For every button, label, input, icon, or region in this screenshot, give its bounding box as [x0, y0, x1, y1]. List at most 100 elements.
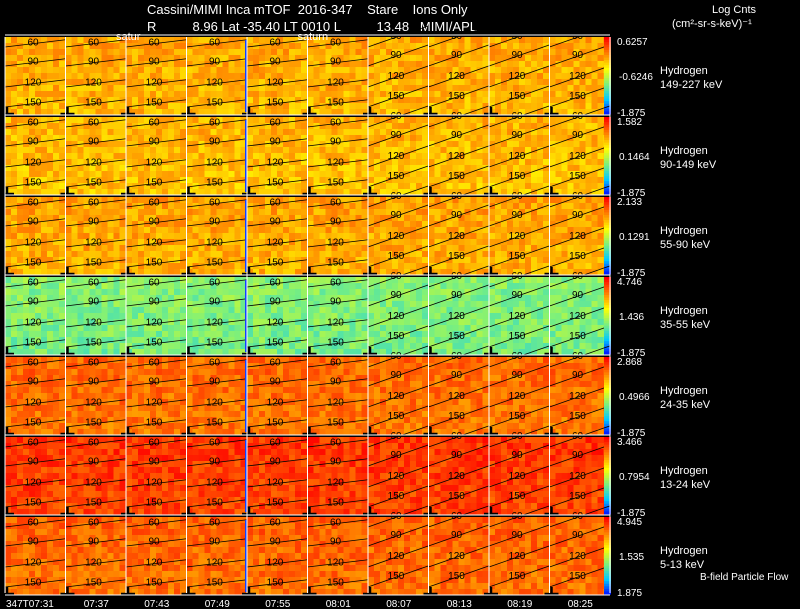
heatmap-cell [368, 135, 375, 142]
heatmap-cell [519, 147, 526, 154]
heatmap-cell [313, 73, 320, 80]
heatmap-cell [519, 49, 526, 56]
heatmap-cell [41, 251, 48, 258]
heatmap-cell [204, 263, 211, 270]
heatmap-cell [513, 197, 520, 204]
heatmap-cell [174, 319, 181, 326]
heatmap-cell [5, 177, 12, 184]
heatmap-cell [368, 79, 375, 86]
heatmap-cell [65, 331, 72, 338]
heatmap-cell [531, 183, 538, 190]
heatmap-cell [77, 97, 84, 104]
heatmap-cell [180, 109, 187, 116]
heatmap-cell [337, 49, 344, 56]
heatmap-cell [29, 313, 36, 320]
heatmap-cell [228, 295, 235, 302]
heatmap-cell [247, 159, 254, 166]
heatmap-cell [253, 141, 260, 148]
heatmap-cell [313, 147, 320, 154]
heatmap-cell [585, 269, 592, 276]
heatmap-cell [368, 67, 375, 74]
heatmap-cell [543, 209, 550, 216]
heatmap-cell [470, 263, 477, 270]
heatmap-cell [198, 129, 205, 136]
heatmap-cell [452, 159, 459, 166]
heatmap-cell [313, 269, 320, 276]
contour-label: 90 [511, 210, 523, 221]
heatmap-cell [313, 209, 320, 216]
heatmap-cell [5, 171, 12, 178]
heatmap-cell [222, 189, 229, 196]
heatmap-cell [265, 91, 272, 98]
heatmap-cell [47, 171, 54, 178]
heatmap-cell [247, 239, 254, 246]
heatmap-cell [543, 67, 550, 74]
heatmap-cell [374, 123, 381, 130]
heatmap-cell [174, 79, 181, 86]
heatmap-cell [186, 257, 193, 264]
heatmap-cell [495, 177, 502, 184]
heatmap-cell [101, 85, 108, 92]
contour-line [65, 259, 127, 268]
heatmap-cell [307, 61, 314, 68]
heatmap-cell [434, 233, 441, 240]
heatmap-cell [591, 103, 598, 110]
heatmap-cell [198, 43, 205, 50]
heatmap-cell [567, 67, 574, 74]
heatmap-cell [204, 337, 211, 344]
heatmap-cell [470, 73, 477, 80]
heatmap-cell [41, 349, 48, 356]
heatmap-cell [440, 91, 447, 98]
heatmap-cell [259, 117, 266, 124]
heatmap-cell [216, 277, 223, 284]
heatmap-cell [307, 233, 314, 240]
heatmap-cell [386, 183, 393, 190]
heatmap-cell [398, 91, 405, 98]
heatmap-cell [416, 227, 423, 234]
heatmap-cell [597, 67, 604, 74]
heatmap-cell [325, 215, 332, 222]
heatmap-cell [446, 153, 453, 160]
heatmap-cell [301, 165, 308, 172]
heatmap-cell [325, 61, 332, 68]
heatmap-cell [113, 295, 120, 302]
heatmap-cell [410, 177, 417, 184]
heatmap-cell [228, 109, 235, 116]
heatmap-cell [537, 61, 544, 68]
heatmap-cell [156, 215, 163, 222]
heatmap-cell [156, 269, 163, 276]
heatmap-cell [101, 183, 108, 190]
heatmap-cell [228, 263, 235, 270]
heatmap-cell [77, 325, 84, 332]
heatmap-cell [119, 289, 126, 296]
heatmap-cell [186, 289, 193, 296]
heatmap-cell [507, 171, 514, 178]
heatmap-cell [549, 37, 556, 44]
heatmap-cell [573, 141, 580, 148]
heatmap-cell [95, 183, 102, 190]
heatmap-cell [119, 301, 126, 308]
colorbar-segment [604, 39, 611, 43]
heatmap-cell [579, 141, 586, 148]
heatmap-cell [567, 203, 574, 210]
heatmap-cell [47, 79, 54, 86]
heatmap-cell [325, 203, 332, 210]
heatmap-cell [119, 91, 126, 98]
heatmap-cell [168, 85, 175, 92]
heatmap-cell [210, 73, 217, 80]
heatmap-cell [107, 183, 114, 190]
heatmap-cell [23, 343, 30, 350]
heatmap-cell [368, 221, 375, 228]
heatmap-cell [83, 251, 90, 258]
heatmap-cell [59, 165, 66, 172]
contour-label: 120 [388, 231, 405, 242]
heatmap-cell [585, 239, 592, 246]
heatmap-cell [259, 277, 266, 284]
heatmap-cell [35, 283, 42, 290]
heatmap-cell [222, 209, 229, 216]
heatmap-cell [259, 313, 266, 320]
contour-label: 90 [390, 50, 402, 61]
heatmap-cell [368, 177, 375, 184]
